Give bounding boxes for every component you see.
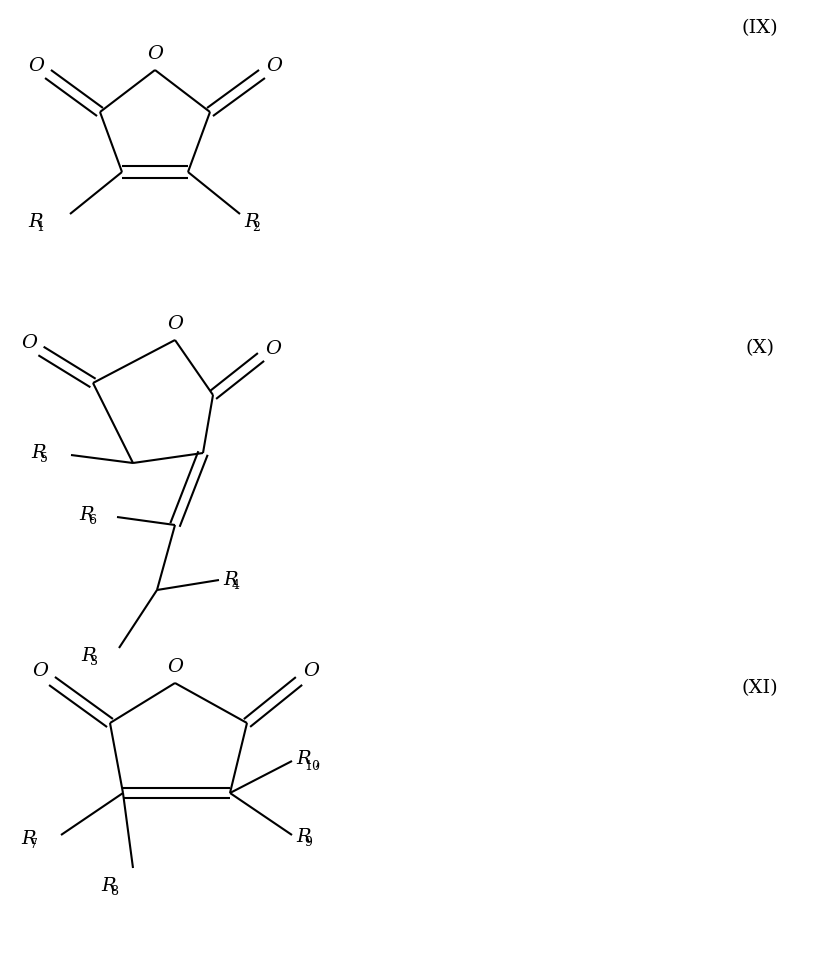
Text: R: R (244, 213, 258, 231)
Text: 2: 2 (252, 221, 261, 234)
Text: ,: , (314, 750, 321, 768)
Text: R: R (81, 647, 96, 665)
Text: 7: 7 (30, 838, 38, 852)
Text: R: R (223, 571, 238, 589)
Text: R: R (296, 750, 311, 768)
Text: (IX): (IX) (742, 19, 778, 37)
Text: O: O (265, 340, 281, 358)
Text: R: R (28, 213, 43, 231)
Text: R: R (31, 444, 45, 462)
Text: R: R (296, 828, 311, 846)
Text: 9: 9 (304, 836, 313, 849)
Text: 10: 10 (304, 760, 321, 773)
Text: 4: 4 (232, 579, 240, 592)
Text: O: O (28, 57, 44, 75)
Text: O: O (266, 57, 282, 75)
Text: 3: 3 (90, 655, 97, 668)
Text: O: O (167, 315, 183, 333)
Text: R: R (79, 506, 93, 524)
Text: R: R (21, 830, 35, 848)
Text: 6: 6 (87, 515, 96, 527)
Text: 5: 5 (40, 452, 48, 465)
Text: R: R (101, 877, 116, 895)
Text: (X): (X) (746, 339, 775, 357)
Text: O: O (32, 662, 48, 680)
Text: O: O (147, 45, 163, 63)
Text: O: O (21, 334, 37, 352)
Text: 1: 1 (36, 221, 45, 234)
Text: O: O (167, 658, 183, 676)
Text: O: O (303, 662, 319, 680)
Text: 8: 8 (110, 885, 118, 899)
Text: (XI): (XI) (742, 679, 778, 697)
